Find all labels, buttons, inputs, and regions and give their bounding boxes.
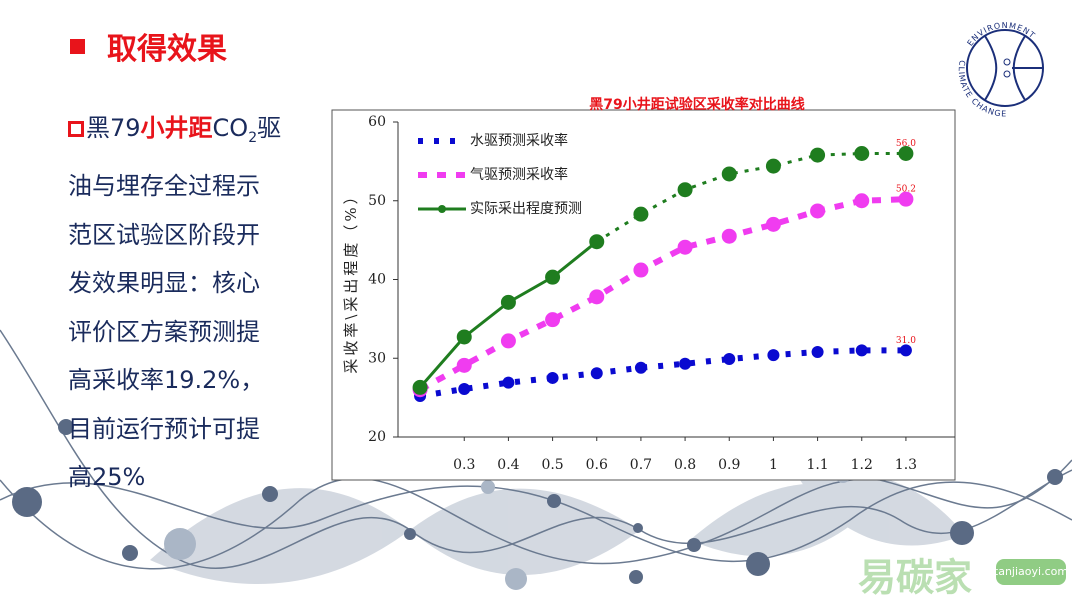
- watermark-site: tanjiaoyi.com: [994, 565, 1068, 578]
- text: 驱油与埋存全过程示范区试验区阶段开发效果明显：核心评价区方案预测提高采收率19.…: [68, 114, 282, 492]
- y-tick-label: 30: [368, 350, 386, 366]
- chart-title: 黑79小井距试验区采收率对比曲线: [589, 96, 804, 113]
- title-text: 取得效果: [107, 32, 227, 67]
- x-tick-label: 0.7: [630, 457, 652, 473]
- text-highlight: 小井距: [140, 114, 213, 142]
- data-point: [500, 294, 516, 310]
- data-point: [545, 269, 561, 285]
- data-point: [721, 228, 737, 244]
- y-tick-label: 60: [368, 114, 386, 130]
- data-point: [456, 357, 472, 373]
- data-point: [765, 216, 781, 232]
- data-point: [589, 289, 605, 305]
- data-point: [723, 353, 736, 366]
- data-point: [502, 376, 515, 389]
- text: CO: [212, 114, 249, 142]
- legend-label: 气驱预测采收率: [470, 166, 568, 183]
- data-point: [721, 166, 737, 182]
- series-line: [419, 347, 906, 400]
- data-point: [898, 191, 914, 207]
- data-point: [765, 158, 781, 174]
- y-tick-label: 20: [368, 429, 386, 445]
- data-point: [677, 182, 693, 198]
- x-tick-label: 0.8: [674, 457, 696, 473]
- value-label: 50.2: [896, 185, 916, 195]
- x-tick-label: 0.3: [453, 457, 475, 473]
- bullet-box: [68, 121, 84, 137]
- y-tick-label: 50: [368, 193, 386, 209]
- data-point: [677, 239, 693, 255]
- y-axis-label: 采收率\采出程度（%）: [342, 186, 360, 373]
- data-point: [546, 371, 559, 384]
- data-point: [899, 344, 912, 357]
- series-line: [418, 152, 906, 389]
- watermark: 易碳家 tanjiaoyi.com: [858, 556, 1068, 600]
- data-point: [634, 361, 647, 374]
- x-tick-label: 1: [769, 457, 778, 473]
- data-point: [589, 234, 605, 250]
- watermark-brand: 易碳家: [858, 556, 972, 600]
- data-point: [545, 312, 561, 328]
- x-tick-label: 1.3: [895, 457, 917, 473]
- x-tick-label: 0.5: [541, 457, 563, 473]
- subscript: 2: [248, 129, 258, 146]
- data-point: [810, 147, 826, 163]
- title-bullet: [70, 38, 85, 54]
- data-point: [500, 333, 516, 349]
- x-tick-label: 0.6: [586, 457, 608, 473]
- legend-label: 实际采出程度预测: [470, 201, 582, 217]
- data-point: [854, 193, 870, 209]
- data-point: [456, 329, 472, 345]
- series-line: [418, 196, 907, 393]
- data-point: [854, 146, 870, 161]
- data-point: [811, 345, 824, 358]
- data-point: [590, 367, 603, 380]
- data-point: [810, 203, 826, 219]
- x-tick-label: 0.4: [497, 457, 519, 473]
- legend-marker: [438, 205, 446, 213]
- data-point: [458, 382, 471, 395]
- slide-title: 取得效果: [70, 24, 227, 68]
- data-point: [898, 146, 914, 161]
- wave-lines: [0, 329, 1072, 570]
- legend-label: 水驱预测采收率: [470, 132, 568, 149]
- value-label: 31.0: [896, 336, 916, 346]
- data-point: [855, 344, 868, 357]
- chart-frame: [331, 109, 956, 481]
- x-tick-label: 0.9: [718, 457, 740, 473]
- value-label: 56.0: [896, 139, 916, 149]
- data-point: [767, 349, 780, 362]
- data-point: [633, 262, 649, 278]
- wave-dots: [12, 419, 1063, 584]
- y-tick-label: 40: [368, 272, 386, 288]
- body-text: 黑79小井距CO2驱油与埋存全过程示范区试验区阶段开发效果明显：核心评价区方案预…: [68, 104, 282, 502]
- data-point: [633, 206, 649, 222]
- x-tick-label: 1.2: [851, 457, 873, 473]
- data-point: [412, 379, 428, 395]
- data-point: [679, 357, 692, 370]
- x-tick-label: 1.1: [806, 457, 828, 473]
- text: 黑79: [86, 114, 141, 142]
